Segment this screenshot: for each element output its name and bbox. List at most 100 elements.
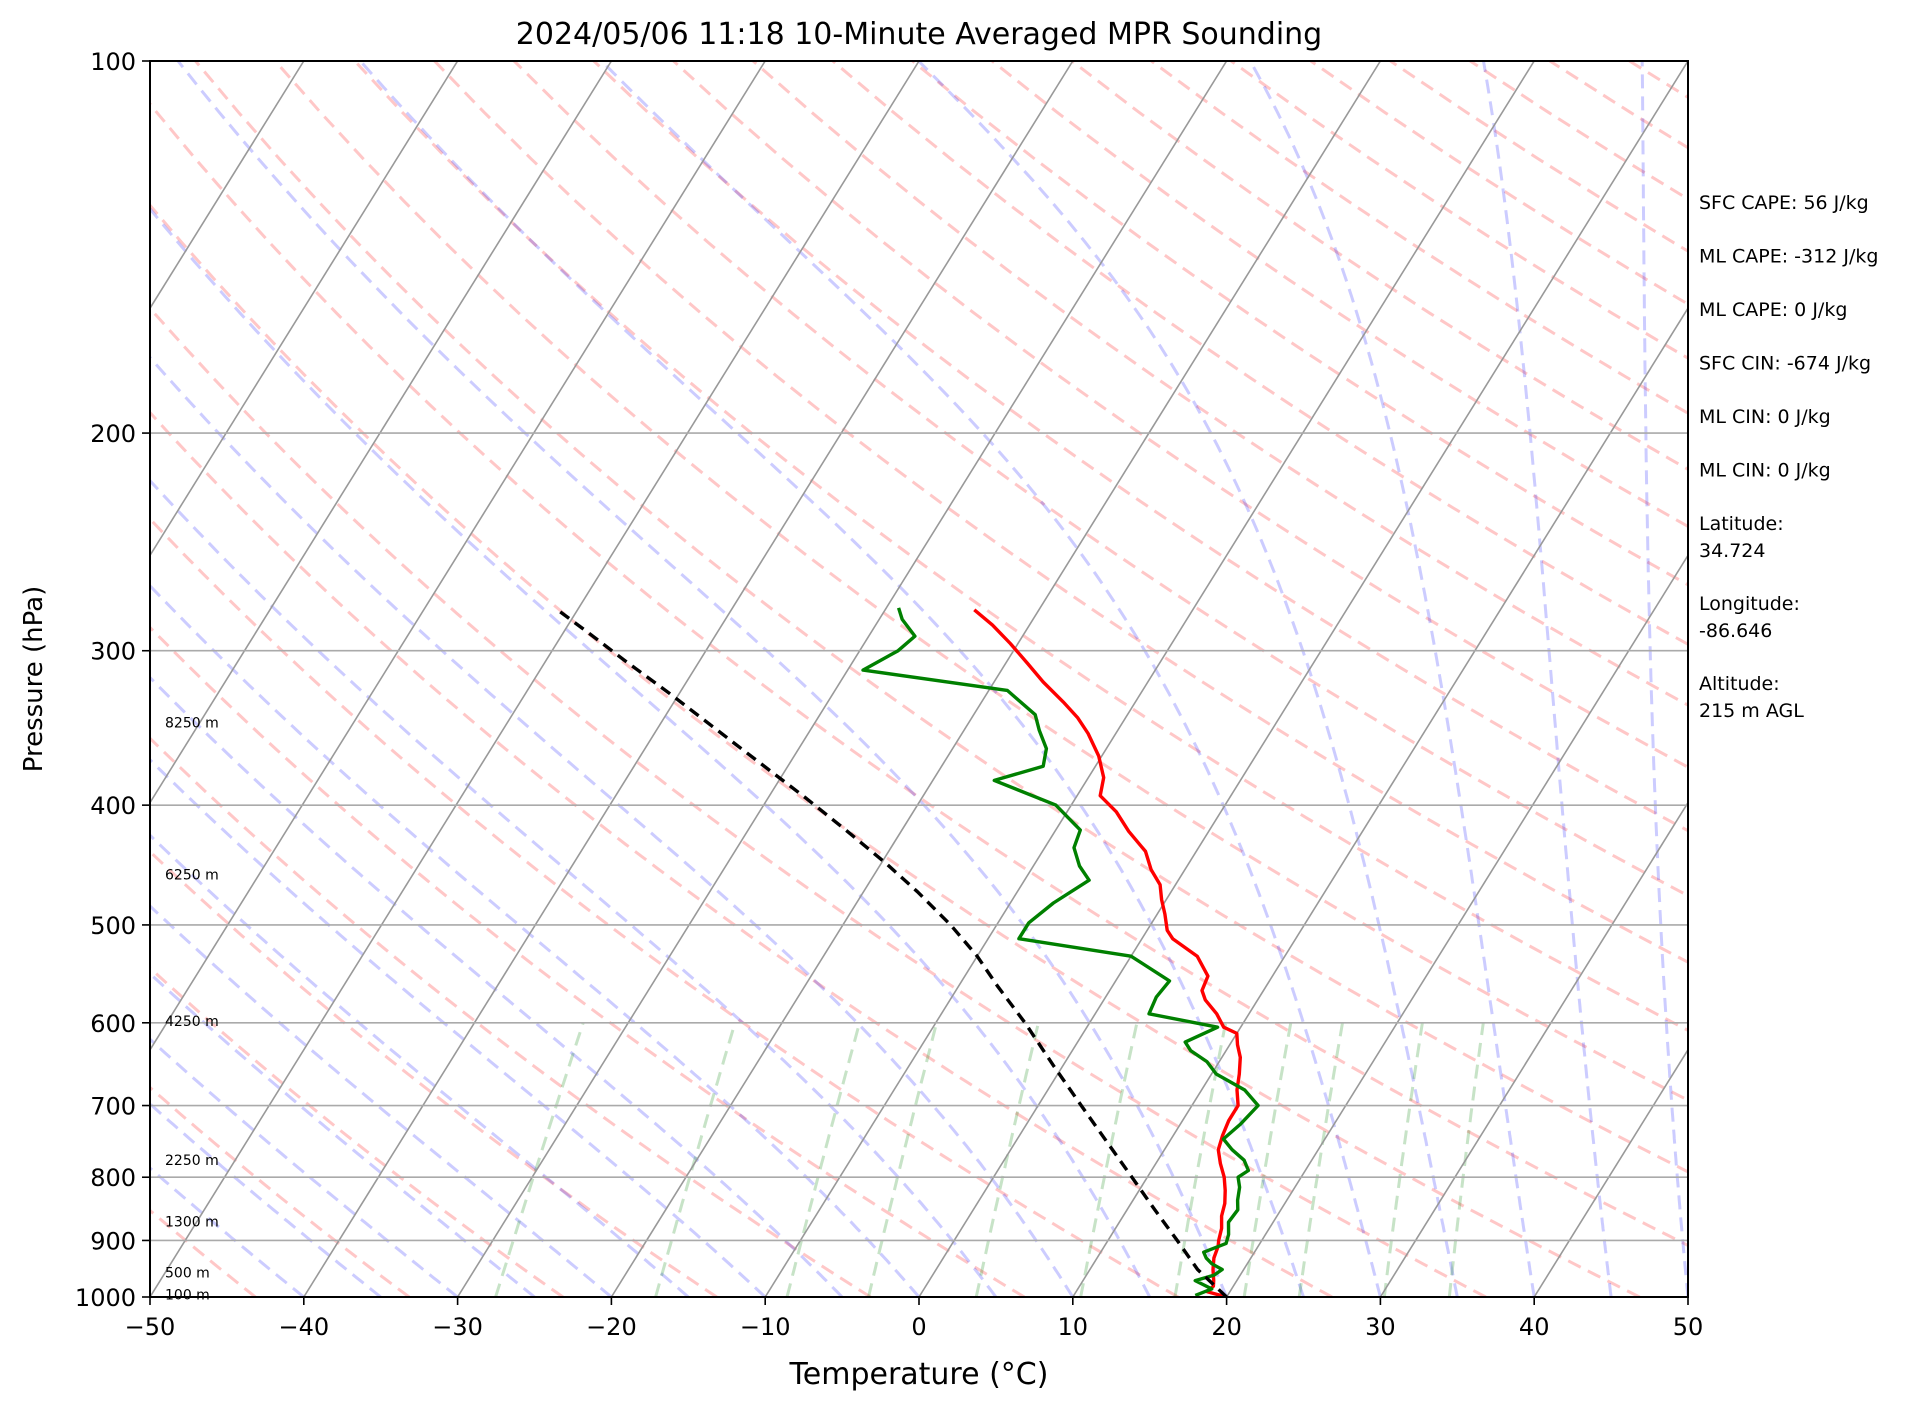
- height-label: 8250 m: [165, 716, 219, 732]
- dry-adiabat: [672, 61, 1688, 769]
- dry-adiabat: [752, 61, 1688, 707]
- annotation-0: SFC CAPE: 56 J/kg: [1699, 192, 1869, 214]
- height-label: 6250 m: [165, 867, 219, 883]
- annotation-2: ML CAPE: 0 J/kg: [1699, 299, 1847, 321]
- isotherm: [456, 61, 1228, 1297]
- sounding-parameters: SFC CAPE: 56 J/kg ML CAPE: -312 J/kg ML CA…: [1699, 192, 1878, 722]
- x-axis-label: Temperature (°C): [789, 1357, 1049, 1392]
- moist-adiabat: [176, 61, 1228, 1297]
- y-tick-label: 600: [90, 1010, 136, 1038]
- moist-adiabat: [150, 583, 921, 1297]
- isotherm: [610, 61, 1382, 1297]
- isotherm: [918, 61, 1688, 1297]
- background-reference-lines: [150, 61, 1688, 1297]
- x-tick-label: −10: [740, 1313, 791, 1341]
- moist-adiabat: [600, 61, 1382, 1297]
- y-tick-label: 500: [90, 912, 136, 940]
- moist-adiabat: [150, 971, 536, 1297]
- height-label: 100 m: [165, 1287, 210, 1303]
- y-tick-label: 700: [90, 1093, 136, 1121]
- series-line-1: [861, 607, 1260, 1297]
- dry-adiabat: [150, 203, 1641, 1297]
- isotherm: [1533, 1048, 1688, 1297]
- x-axis: −50 −40 −30 −20 −10 0 10 20 30 40 50: [125, 1297, 1704, 1341]
- dry-adiabat: [150, 849, 718, 1297]
- isotherm: [150, 61, 920, 1297]
- mixing-ratio-line: [494, 1022, 585, 1297]
- y-tick-label: 900: [90, 1227, 136, 1255]
- dry-adiabat: [592, 61, 1688, 833]
- x-tick-label: −20: [586, 1313, 637, 1341]
- y-tick-label: 400: [90, 792, 136, 820]
- isotherm: [150, 61, 459, 557]
- mixing-ratio-line: [1297, 1022, 1344, 1297]
- dry-adiabat: [150, 305, 1487, 1297]
- annotation-6-value: 34.724: [1699, 540, 1765, 562]
- dry-adiabat: [194, 61, 1688, 1174]
- x-tick-label: 40: [1519, 1313, 1550, 1341]
- dry-adiabat: [911, 61, 1688, 587]
- isotherm: [1225, 553, 1688, 1297]
- annotation-6: Latitude:: [1699, 513, 1784, 535]
- x-tick-label: 30: [1365, 1313, 1396, 1341]
- annotation-8: Altitude:: [1699, 673, 1780, 695]
- moist-adiabat: [1640, 61, 1688, 1297]
- dry-adiabat: [150, 1085, 411, 1297]
- annotation-7-value: -86.646: [1699, 620, 1772, 642]
- moist-adiabat: [150, 206, 1152, 1297]
- height-label: 4250 m: [165, 1014, 219, 1030]
- moist-adiabat: [150, 757, 767, 1297]
- mixing-ratio-line: [785, 1022, 862, 1297]
- y-tick-label: 300: [90, 638, 136, 666]
- series-line-0: [973, 608, 1242, 1297]
- annotation-3: SFC CIN: -674 J/kg: [1699, 353, 1871, 375]
- x-tick-label: 20: [1211, 1313, 1242, 1341]
- y-tick-label: 800: [90, 1164, 136, 1192]
- moist-adiabat: [150, 1101, 382, 1297]
- dry-adiabat: [513, 61, 1688, 898]
- x-tick-label: 10: [1058, 1313, 1089, 1341]
- annotation-8-value: 215 m AGL: [1699, 700, 1804, 722]
- series-line-2: [556, 608, 1228, 1297]
- mixing-ratio-line: [1382, 1022, 1424, 1297]
- height-label: 500 m: [165, 1265, 210, 1281]
- height-labels: 8250 m 6250 m 4250 m 2250 m 1300 m 500 m 100 m: [165, 716, 219, 1304]
- moist-adiabat: [359, 61, 1305, 1297]
- x-tick-label: −40: [278, 1313, 329, 1341]
- moist-adiabat: [1248, 61, 1536, 1297]
- x-tick-label: 50: [1673, 1313, 1704, 1341]
- isotherm: [150, 61, 766, 1052]
- moist-adiabat: [150, 833, 690, 1297]
- dry-adiabat: [353, 61, 1688, 1033]
- moist-adiabat: [150, 1037, 459, 1297]
- y-axis: 100 200 300 400 500 600 700 800 900 1000: [75, 48, 150, 1312]
- isotherm: [303, 61, 1074, 1297]
- moist-adiabat: [150, 903, 613, 1297]
- dry-adiabat: [150, 965, 564, 1297]
- pressure-gridlines: [150, 61, 1688, 1297]
- mixing-ratio-line: [654, 1022, 737, 1297]
- dry-adiabat: [150, 101, 1688, 1248]
- y-tick-label: 100: [90, 48, 136, 76]
- dry-adiabat: [831, 61, 1688, 646]
- moist-adiabat: [150, 675, 844, 1297]
- chart-title: 2024/05/06 11:18 10-Minute Averaged MPR …: [516, 17, 1322, 52]
- sounding-profiles: [556, 607, 1260, 1297]
- dry-adiabat: [150, 736, 872, 1297]
- moist-adiabat: [150, 1166, 305, 1297]
- dry-adiabat: [274, 61, 1688, 1102]
- moist-adiabat: [150, 478, 998, 1297]
- y-tick-label: 1000: [75, 1284, 136, 1312]
- isotherm: [1072, 306, 1688, 1297]
- mixing-ratio-line: [867, 1022, 939, 1297]
- height-label: 1300 m: [165, 1215, 219, 1231]
- annotation-1: ML CAPE: -312 J/kg: [1699, 246, 1878, 268]
- annotation-5: ML CIN: 0 J/kg: [1699, 460, 1831, 482]
- x-tick-label: −50: [125, 1313, 176, 1341]
- dry-adiabat: [150, 410, 1333, 1297]
- y-tick-label: 200: [90, 420, 136, 448]
- dry-adiabat: [433, 61, 1688, 964]
- x-tick-label: 0: [911, 1313, 926, 1341]
- dry-adiabat: [150, 625, 1026, 1297]
